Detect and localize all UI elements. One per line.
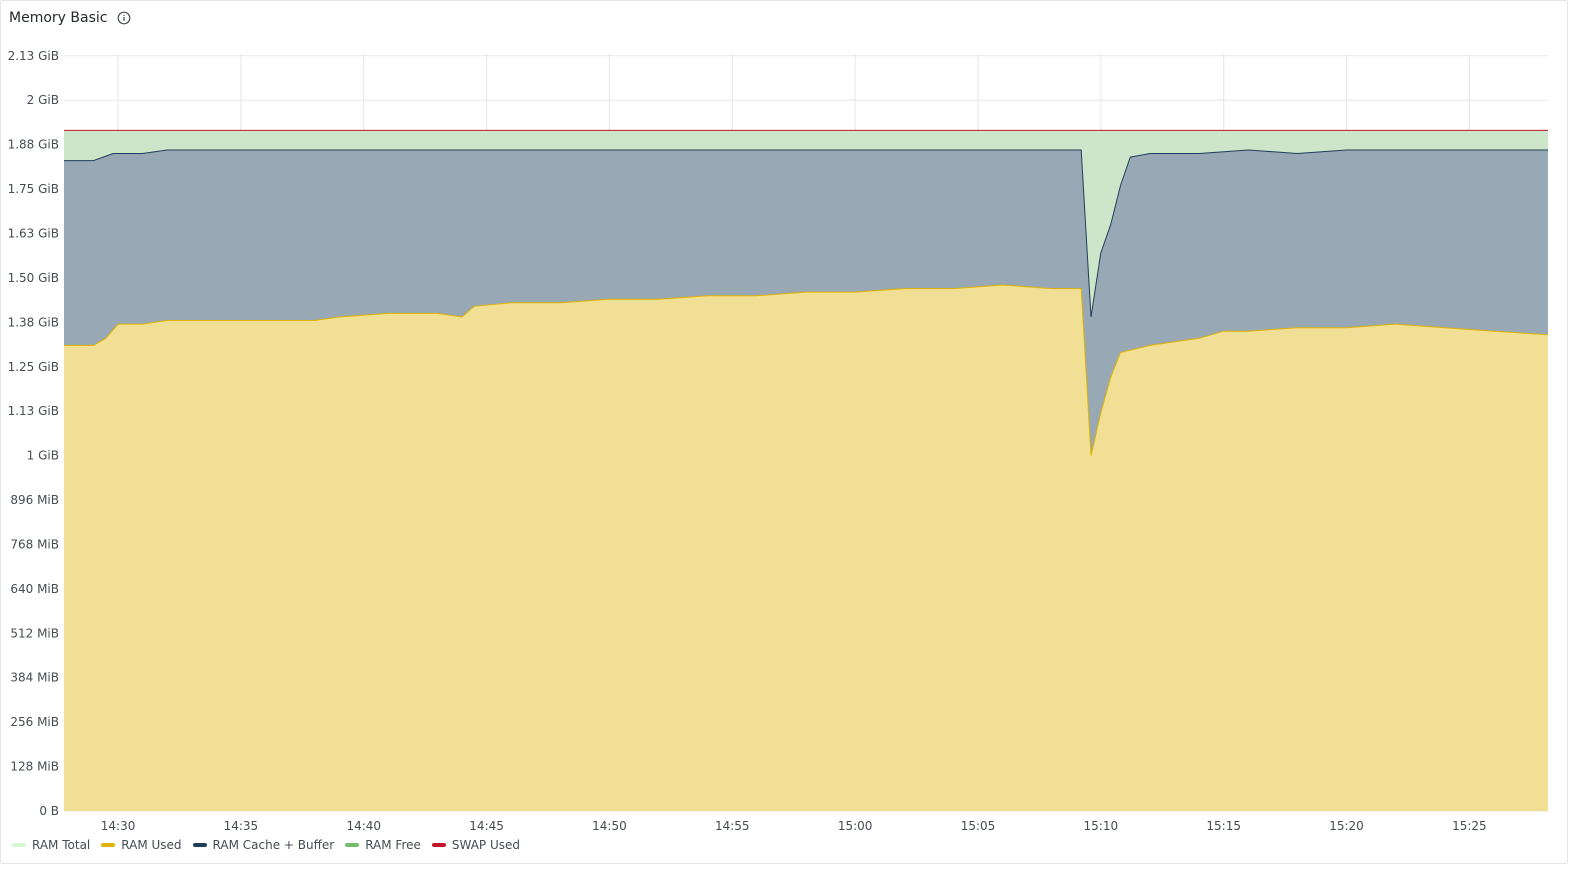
y-tick-label: 2 GiB [27, 93, 59, 107]
legend-item-swap-used[interactable]: SWAP Used [431, 838, 521, 852]
legend-label: RAM Cache + Buffer [212, 838, 335, 852]
x-tick-label: 15:20 [1329, 819, 1364, 833]
legend-label: RAM Used [121, 838, 182, 852]
y-tick-label: 1.63 GiB [8, 226, 59, 240]
x-axis: 14:30 14:35 14:40 14:45 14:50 14:55 15:00 15:05… [101, 819, 1487, 833]
ram-cache-buffer-line [64, 149, 1548, 318]
y-tick-label: 640 MiB [10, 582, 59, 596]
y-tick-label: 384 MiB [10, 671, 59, 685]
y-tick-label: 1.50 GiB [8, 271, 59, 285]
legend-swatch [431, 843, 446, 847]
x-tick-label: 15:15 [1206, 819, 1241, 833]
legend-item-ram-total[interactable]: RAM Total [12, 838, 90, 852]
legend-item-ram-used[interactable]: RAM Used [101, 838, 182, 852]
x-tick-label: 15:25 [1452, 819, 1487, 833]
legend-item-ram-cache-buffer[interactable]: RAM Cache + Buffer [192, 838, 335, 852]
legend-swatch [192, 843, 207, 847]
legend-label: RAM Total [32, 838, 91, 852]
y-axis: 0 B 128 MiB 256 MiB 384 MiB 512 MiB 640 MiB 76… [8, 49, 59, 818]
ram-used-area [64, 285, 1548, 811]
x-tick-label: 14:35 [224, 819, 259, 833]
y-tick-label: 512 MiB [10, 626, 59, 640]
legend-label: RAM Free [365, 838, 421, 852]
x-tick-label: 14:40 [346, 819, 381, 833]
series-areas [64, 130, 1548, 811]
y-tick-label: 2.13 GiB [8, 49, 59, 63]
y-tick-label: 1.38 GiB [8, 315, 59, 329]
legend-swatch [12, 843, 26, 847]
y-tick-label: 1.88 GiB [8, 138, 59, 152]
panel-header: Memory Basic [9, 8, 131, 28]
x-tick-label: 14:50 [592, 819, 627, 833]
legend-label: SWAP Used [451, 838, 521, 852]
x-tick-label: 14:45 [469, 819, 504, 833]
legend-item-ram-free[interactable]: RAM Free [345, 838, 421, 852]
x-tick-label: 15:00 [838, 819, 873, 833]
y-tick-label: 128 MiB [10, 760, 59, 774]
y-tick-label: 256 MiB [10, 715, 59, 729]
y-tick-label: 896 MiB [10, 493, 59, 507]
legend-swatch [345, 843, 360, 847]
info-circle-icon[interactable] [117, 11, 131, 25]
y-tick-label: 1.75 GiB [8, 182, 59, 196]
y-tick-label: 1.25 GiB [8, 360, 59, 374]
y-tick-label: 768 MiB [10, 537, 59, 551]
legend-swatch [101, 843, 116, 847]
ram-used-line [64, 284, 1549, 456]
x-tick-label: 15:05 [961, 819, 996, 833]
y-tick-label: 1.13 GiB [8, 404, 59, 418]
x-tick-label: 14:55 [715, 819, 750, 833]
y-tick-label: 0 B [39, 804, 59, 818]
x-tick-label: 14:30 [101, 819, 136, 833]
panel-title[interactable]: Memory Basic [9, 10, 108, 26]
legend: RAM Total RAM Used RAM Cache + Buffer RAM F… [12, 838, 520, 852]
x-tick-label: 15:10 [1084, 819, 1119, 833]
series-lines [64, 129, 1549, 456]
y-tick-label: 1 GiB [27, 449, 59, 463]
